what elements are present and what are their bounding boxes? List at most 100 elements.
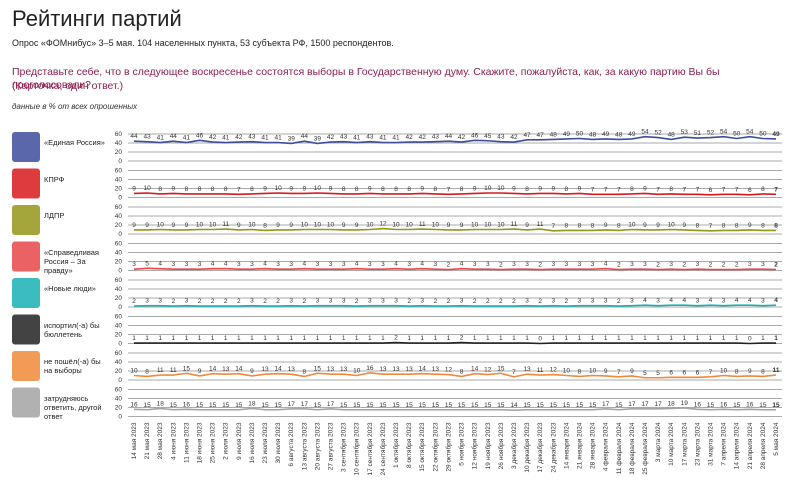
value-label: 10 [563, 368, 571, 375]
value-label: 44 [130, 133, 138, 140]
value-label: 2 [473, 298, 477, 305]
value-label: 3 [250, 298, 254, 305]
value-label: 9 [237, 222, 241, 229]
x-tick-label: 10 сентября 2023 [353, 422, 361, 475]
value-label: 17 [641, 401, 649, 408]
value-label: 1 [525, 335, 529, 342]
value-label: 41 [157, 135, 165, 142]
value-label: 3 [525, 261, 529, 268]
value-label: 2 [224, 298, 228, 305]
value-label: 8 [145, 368, 149, 375]
value-label: 9 [263, 185, 267, 192]
value-label: 3 [656, 298, 660, 305]
value-label: 2 [303, 298, 307, 305]
value-label: 17 [602, 401, 610, 408]
value-label: 44 [445, 133, 453, 140]
series-line [133, 407, 776, 412]
value-label: 3 [329, 261, 333, 268]
value-label: 9 [682, 222, 686, 229]
value-label: 10 [720, 368, 728, 375]
value-label: 11 [157, 367, 164, 374]
value-label: 8 [617, 222, 621, 229]
value-label: 2 [198, 298, 202, 305]
value-label: 2 [132, 298, 136, 305]
value-label: 8 [394, 186, 398, 193]
value-label: 3 [368, 261, 372, 268]
value-label: 10 [157, 222, 165, 229]
value-label: 1 [630, 335, 634, 342]
value-label: 3 [381, 298, 385, 305]
y-tick-label: 60 [115, 277, 123, 284]
value-label: 1 [447, 335, 451, 342]
value-label: 7 [591, 186, 595, 193]
party-logo [12, 132, 40, 162]
value-label: 7 [709, 223, 713, 230]
x-tick-label: 31 марта 2024 [707, 422, 714, 466]
y-tick-label: 60 [115, 350, 123, 357]
value-label: 10 [275, 185, 283, 192]
value-label: 4 [158, 261, 162, 268]
value-label: 42 [510, 134, 518, 141]
value-label: 1 [761, 335, 765, 342]
value-label: 3 [551, 261, 555, 268]
y-tick-label: 40 [115, 177, 123, 184]
value-label: 8 [722, 222, 726, 229]
x-tick-label: 2 июля 2023 [223, 422, 230, 460]
value-label: 2 [434, 298, 438, 305]
value-label: 2 [171, 298, 175, 305]
value-label: 42 [327, 134, 335, 141]
value-label: 6 [748, 187, 752, 194]
value-label: 9 [748, 368, 752, 375]
value-label: 2 [538, 298, 542, 305]
value-label: 14 [510, 402, 518, 409]
value-label: 14 [275, 366, 283, 373]
value-label: 10 [314, 222, 322, 229]
x-tick-label: 15 октября 2023 [418, 422, 426, 472]
value-label: 7 [604, 186, 608, 193]
value-label: 10 [484, 222, 492, 229]
value-label: 6 [696, 369, 700, 376]
value-label: 46 [196, 132, 204, 139]
value-label: 10 [628, 222, 636, 229]
x-tick-label: 11 февраля 2024 [616, 422, 623, 474]
value-label: 3 [185, 298, 189, 305]
value-label: 3 [551, 298, 555, 305]
value-label: 10 [327, 222, 335, 229]
value-label: 8 [303, 368, 307, 375]
value-label: 9 [643, 222, 647, 229]
value-label: 2 [211, 298, 215, 305]
value-label: 15 [261, 402, 269, 409]
x-tick-label: 21 апреля 2024 [747, 422, 754, 469]
value-label: 3 [185, 261, 189, 268]
x-tick-label: 5 ноября 2023 [458, 422, 466, 466]
value-label: 4 [682, 297, 686, 304]
value-label: 7 [774, 186, 778, 193]
value-label: 17 [628, 401, 636, 408]
value-label: 3 [407, 261, 411, 268]
x-tick-label: 8 октября 2023 [405, 422, 413, 468]
value-label: 3 [145, 298, 149, 305]
value-label: 2 [512, 298, 516, 305]
value-label: 9 [473, 185, 477, 192]
value-label: 8 [434, 186, 438, 193]
value-label: 42 [419, 134, 427, 141]
value-label: 15 [235, 402, 243, 409]
value-label: 3 [748, 261, 752, 268]
value-label: 1 [499, 335, 503, 342]
value-label: 3 [722, 298, 726, 305]
value-label: 8 [158, 186, 162, 193]
value-label: 3 [578, 261, 582, 268]
x-tick-label: 16 июля 2023 [249, 422, 256, 463]
value-label: 15 [615, 402, 623, 409]
value-label: 52 [707, 130, 715, 137]
series-line [133, 192, 777, 196]
value-label: 18 [248, 400, 256, 407]
y-tick-label: 40 [115, 140, 123, 147]
value-label: 15 [576, 402, 584, 409]
value-label: 15 [196, 402, 204, 409]
x-tick-label: 29 октября 2023 [444, 422, 452, 472]
x-tick-label: 3 марта 2024 [655, 422, 662, 462]
value-label: 9 [748, 222, 752, 229]
party-logo [12, 241, 40, 272]
